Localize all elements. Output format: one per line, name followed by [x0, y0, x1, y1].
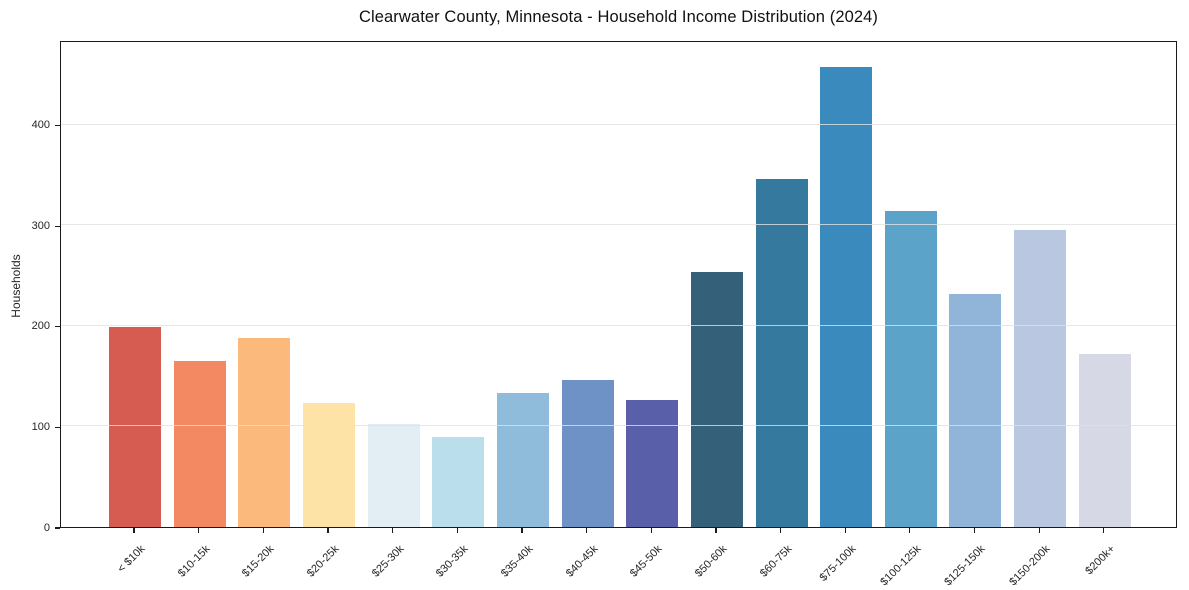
bar — [1014, 230, 1067, 527]
bar — [626, 400, 679, 527]
x-tick-mark — [327, 528, 329, 533]
x-tick-mark — [973, 528, 976, 533]
y-axis-title-text: Households — [9, 254, 23, 318]
bar — [884, 211, 937, 527]
x-tick-mark — [456, 528, 458, 533]
x-tick-mark — [392, 528, 394, 533]
y-tick-mark — [55, 225, 60, 227]
x-tick-mark — [1103, 528, 1105, 533]
chart-title: Clearwater County, Minnesota - Household… — [358, 8, 879, 26]
plot-area — [60, 41, 1177, 528]
y-tick-label: 0 — [43, 521, 50, 534]
bar — [109, 326, 161, 527]
bar — [561, 380, 614, 527]
y-tick-mark — [55, 124, 60, 127]
bar — [1078, 353, 1131, 527]
bar — [432, 437, 485, 527]
bar — [496, 393, 549, 527]
y-tick-label: 100 — [31, 420, 50, 433]
x-tick-mark — [909, 528, 911, 533]
x-tick-label-text: $200k+ — [1083, 543, 1118, 578]
x-tick-label-text: $40-45k — [563, 543, 601, 580]
bar — [367, 424, 420, 527]
bar — [302, 403, 355, 527]
bar — [755, 178, 808, 527]
x-tick-label-text: $75-100k — [817, 543, 859, 584]
x-tick-mark — [844, 528, 846, 533]
bar — [690, 272, 743, 527]
x-tick-mark — [715, 528, 717, 533]
x-tick-mark — [1038, 528, 1040, 533]
y-tick-mark — [55, 326, 60, 328]
gridline — [61, 123, 1176, 125]
bar — [949, 293, 1002, 527]
x-tick-label-text: $150-200k — [1007, 543, 1053, 589]
x-tick-label-text: $60-75k — [757, 543, 794, 580]
x-tick-label-text: $15-20k — [240, 543, 277, 580]
x-tick-mark — [779, 528, 782, 533]
bar — [173, 360, 226, 527]
gridline — [61, 224, 1176, 226]
x-tick-label-text: $20-25k — [304, 543, 342, 580]
y-tick-label: 200 — [31, 320, 50, 333]
x-tick-label-text: $35-40k — [498, 543, 536, 580]
x-tick-label-text: $25-30k — [369, 543, 407, 580]
x-tick-mark — [521, 528, 523, 533]
x-tick-label-text: $50-60k — [692, 543, 730, 580]
gridline — [61, 324, 1176, 326]
gridline — [61, 425, 1176, 427]
x-tick-mark — [262, 528, 264, 533]
bar — [238, 337, 291, 527]
x-tick-mark — [585, 528, 588, 533]
y-tick-label: 400 — [31, 119, 50, 132]
x-tick-mark — [133, 528, 135, 533]
x-tick-label-text: $100-125k — [878, 543, 924, 589]
x-tick-label-text: $10-15k — [175, 543, 213, 580]
y-tick-mark — [55, 527, 60, 529]
y-tick-mark — [55, 426, 60, 428]
x-tick-label-text: $45-50k — [628, 543, 665, 580]
x-tick-mark — [198, 528, 200, 533]
x-tick-label-text: $125-150k — [942, 543, 988, 589]
x-tick-label-text: $30-35k — [434, 543, 471, 580]
y-tick-label: 300 — [31, 219, 50, 232]
x-tick-mark — [650, 528, 652, 533]
bar — [820, 67, 873, 527]
x-tick-label-text: < $10k — [115, 543, 148, 576]
